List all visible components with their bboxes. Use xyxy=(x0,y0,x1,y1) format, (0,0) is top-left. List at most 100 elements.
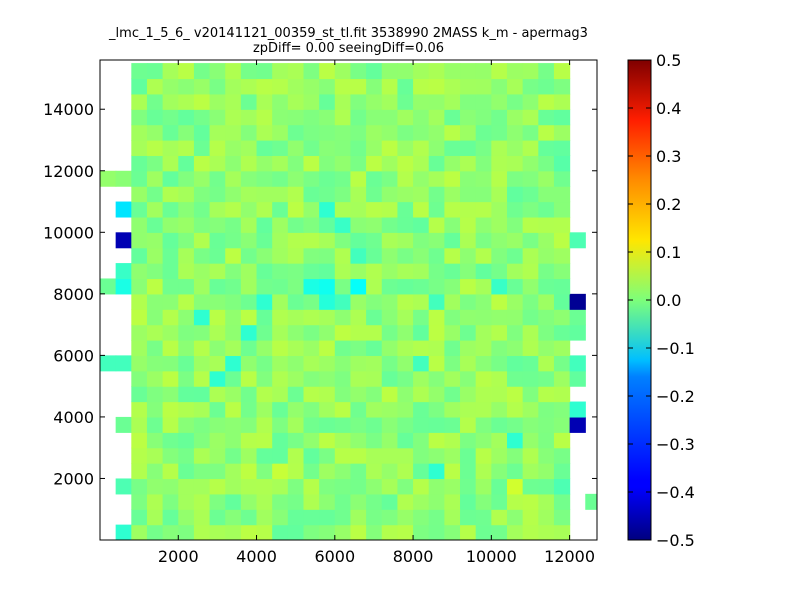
heatmap-cell xyxy=(538,278,555,295)
heatmap-cell xyxy=(413,155,430,172)
heatmap-cell xyxy=(178,493,195,510)
heatmap-cell xyxy=(209,478,226,495)
heatmap-cell xyxy=(162,463,179,480)
heatmap-cell xyxy=(162,509,179,526)
x-tick-label: 8000 xyxy=(393,547,434,566)
heatmap-cell xyxy=(209,324,226,341)
heatmap-cell xyxy=(397,186,414,203)
heatmap-cell xyxy=(209,78,226,95)
heatmap-cell xyxy=(366,278,383,295)
heatmap-cell xyxy=(444,278,461,295)
heatmap-cell xyxy=(506,216,524,233)
heatmap-cell xyxy=(553,201,571,218)
heatmap-cell xyxy=(225,78,242,95)
heatmap-cell xyxy=(225,278,242,295)
heatmap-cell xyxy=(303,463,320,480)
heatmap-cell xyxy=(475,509,492,526)
heatmap-cell xyxy=(240,524,258,540)
heatmap-cell xyxy=(334,109,352,126)
heatmap-cell xyxy=(553,432,571,449)
plot-area-frame xyxy=(99,59,598,541)
heatmap-cell xyxy=(538,370,555,387)
heatmap-cell xyxy=(256,186,273,203)
heatmap-cell xyxy=(381,109,399,126)
heatmap-cell xyxy=(225,263,242,280)
heatmap-cell xyxy=(272,524,289,540)
colorbar-tick-label: 0.0 xyxy=(656,291,681,310)
heatmap-cell xyxy=(553,293,571,310)
heatmap-cell xyxy=(522,493,539,510)
heatmap-cell xyxy=(381,278,399,295)
heatmap-cell xyxy=(193,263,211,280)
heatmap-cell xyxy=(272,447,289,464)
heatmap-cell xyxy=(475,263,492,280)
heatmap-cell xyxy=(397,416,414,433)
heatmap-cell xyxy=(444,109,461,126)
heatmap-cell xyxy=(366,124,383,141)
heatmap-cell xyxy=(209,216,226,233)
heatmap-cell xyxy=(131,186,148,203)
heatmap-cell xyxy=(553,170,571,187)
heatmap-cell xyxy=(225,124,242,141)
heatmap-cell xyxy=(146,386,164,403)
heatmap-cell xyxy=(334,247,352,264)
heatmap-cell xyxy=(303,355,320,372)
heatmap-cell xyxy=(366,201,383,218)
heatmap-cell xyxy=(193,109,211,126)
heatmap-cell xyxy=(460,247,477,264)
heatmap-cell xyxy=(397,324,414,341)
heatmap-cell xyxy=(334,232,352,249)
heatmap-cell xyxy=(522,509,539,526)
heatmap-cell xyxy=(272,247,289,264)
heatmap-cell xyxy=(475,447,492,464)
heatmap-cell xyxy=(272,201,289,218)
heatmap-cell xyxy=(444,524,461,540)
heatmap-cell xyxy=(146,93,164,110)
heatmap-cell xyxy=(303,186,320,203)
heatmap-cell xyxy=(538,340,555,356)
heatmap-cell xyxy=(522,432,539,449)
heatmap-cell xyxy=(460,478,477,495)
heatmap-cell xyxy=(397,93,414,110)
heatmap-cell xyxy=(506,340,524,356)
heatmap-cell xyxy=(319,340,336,356)
heatmap-cell xyxy=(460,416,477,433)
heatmap-cell xyxy=(209,140,226,156)
heatmap-cell xyxy=(319,509,336,526)
heatmap-cell xyxy=(553,247,571,264)
heatmap-cell xyxy=(131,524,148,540)
heatmap-cell xyxy=(193,432,211,449)
heatmap-cell xyxy=(553,124,571,141)
heatmap-cell xyxy=(225,416,242,433)
heatmap-cell xyxy=(146,355,164,372)
heatmap-cell xyxy=(178,509,195,526)
heatmap-cell xyxy=(272,340,289,356)
heatmap-cell xyxy=(193,370,211,387)
heatmap-cell xyxy=(366,247,383,264)
heatmap-cell xyxy=(491,493,508,510)
x-tick-label: 4000 xyxy=(236,547,277,566)
heatmap-cell xyxy=(413,370,430,387)
heatmap-cell xyxy=(209,170,226,187)
heatmap-cell xyxy=(209,524,226,540)
heatmap-cell xyxy=(475,155,492,172)
heatmap-cell xyxy=(146,124,164,141)
heatmap-cell xyxy=(240,186,258,203)
heatmap-cell xyxy=(381,493,399,510)
heatmap-cell xyxy=(491,155,508,172)
heatmap-cell xyxy=(209,463,226,480)
heatmap-cell xyxy=(225,63,242,80)
heatmap-cell xyxy=(100,355,117,372)
heatmap-cell xyxy=(272,278,289,295)
heatmap-cell xyxy=(491,432,508,449)
heatmap-cell xyxy=(272,78,289,95)
heatmap-cell xyxy=(506,201,524,218)
heatmap-cell xyxy=(553,355,571,372)
heatmap-cell xyxy=(303,493,320,510)
heatmap-cell xyxy=(319,447,336,464)
heatmap-cell xyxy=(178,309,195,326)
heatmap-cell xyxy=(381,93,399,110)
heatmap-cell xyxy=(522,124,539,141)
heatmap-cell xyxy=(193,416,211,433)
heatmap-cell xyxy=(146,232,164,249)
